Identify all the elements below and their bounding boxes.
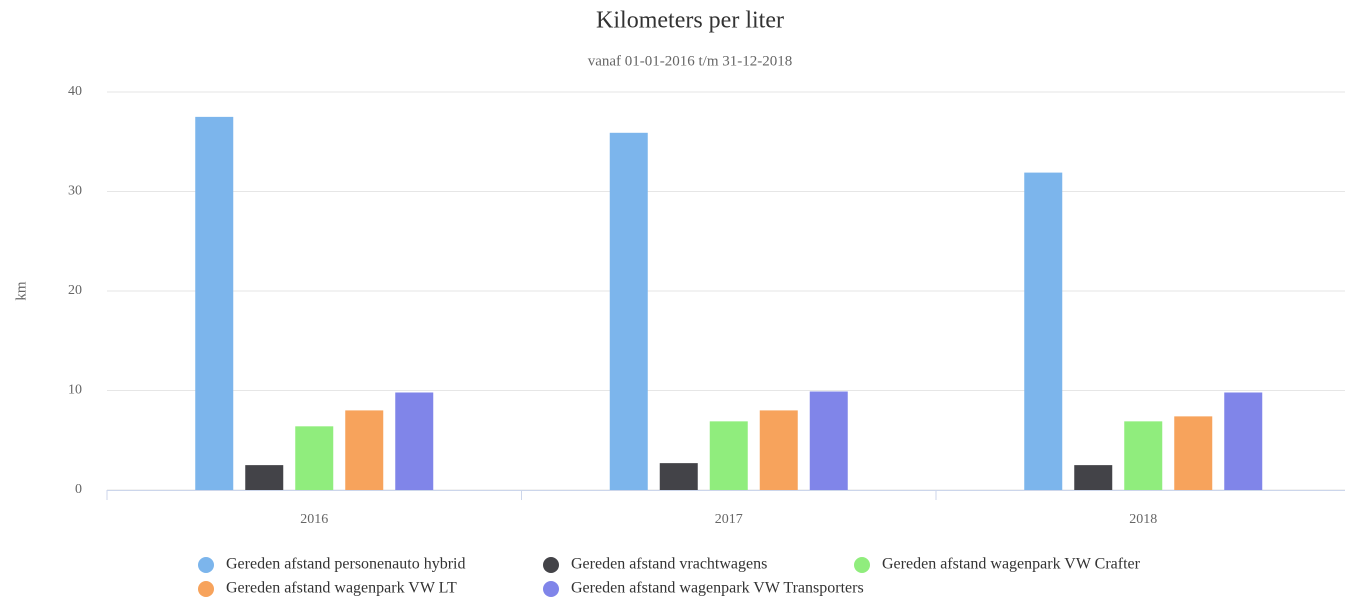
y-tick-label: 30 xyxy=(68,184,82,199)
bar xyxy=(659,463,698,490)
legend-label: Gereden afstand wagenpark VW LT xyxy=(226,580,457,597)
legend-symbol xyxy=(543,557,559,573)
bar xyxy=(195,116,234,490)
legend-symbol xyxy=(854,557,870,573)
bar xyxy=(245,465,284,490)
bar xyxy=(809,391,848,490)
legend-label: Gereden afstand vrachtwagens xyxy=(571,556,767,573)
bar xyxy=(1174,416,1213,490)
legend-symbol xyxy=(543,581,559,597)
bar xyxy=(395,392,434,490)
y-tick-label: 40 xyxy=(68,84,82,99)
y-tick-label: 10 xyxy=(68,383,82,398)
chart-subtitle: vanaf 01-01-2016 t/m 31-12-2018 xyxy=(588,53,793,69)
bar xyxy=(345,410,384,490)
y-axis-label: km xyxy=(13,281,29,301)
y-tick-label: 0 xyxy=(75,482,82,497)
chart-title: Kilometers per liter xyxy=(596,8,784,34)
legend-label: Gereden afstand personenauto hybrid xyxy=(226,556,465,573)
bar xyxy=(609,132,648,491)
bar xyxy=(295,426,334,490)
legend-symbol xyxy=(198,557,214,573)
legend-label: Gereden afstand wagenpark VW Transporter… xyxy=(571,580,864,597)
bar xyxy=(759,410,798,490)
x-tick-label: 2016 xyxy=(300,512,328,527)
bar xyxy=(1224,392,1263,490)
x-tick-label: 2017 xyxy=(715,512,743,527)
x-tick-label: 2018 xyxy=(1129,512,1157,527)
legend-symbol xyxy=(198,581,214,597)
y-tick-label: 20 xyxy=(68,283,82,298)
bar xyxy=(1024,172,1063,490)
bar xyxy=(1074,465,1113,490)
bar xyxy=(709,421,748,490)
bar xyxy=(1124,421,1163,490)
legend-label: Gereden afstand wagenpark VW Crafter xyxy=(882,556,1141,573)
